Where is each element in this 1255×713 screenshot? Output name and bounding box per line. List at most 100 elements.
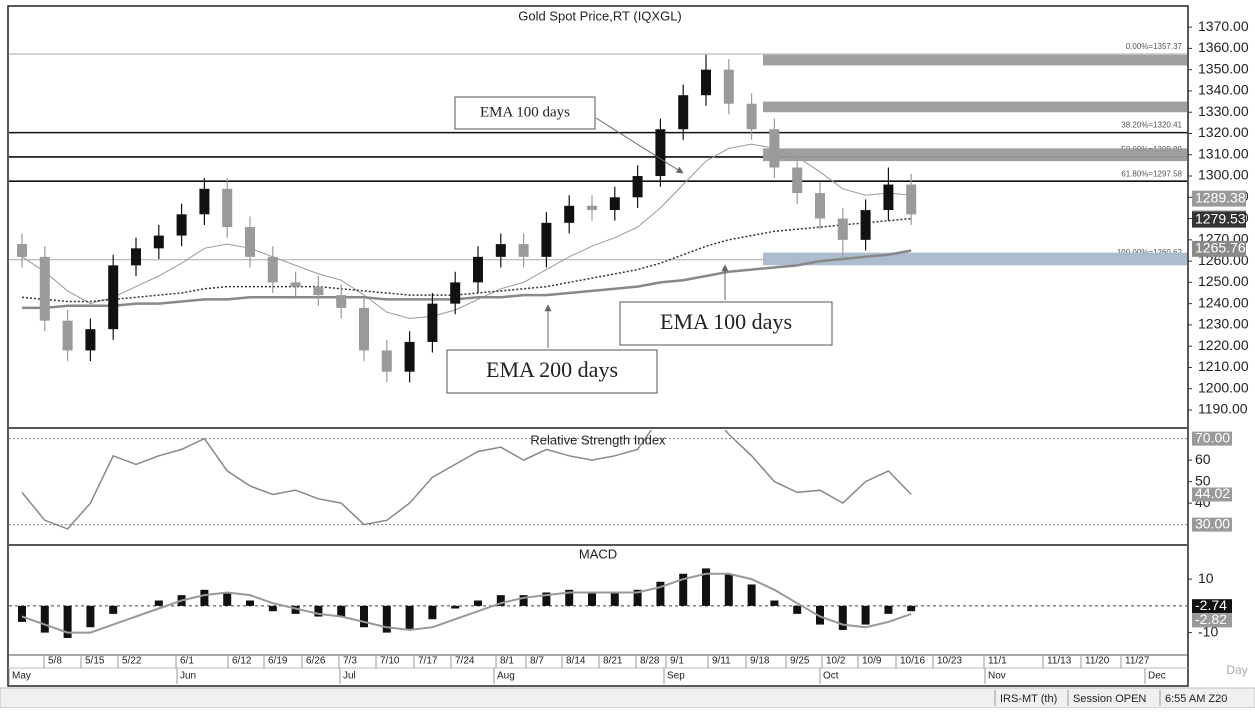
macd-bar bbox=[496, 595, 505, 606]
macd-bar bbox=[793, 605, 802, 614]
x-tick-label: 8/28 bbox=[640, 656, 660, 667]
x-tick-label: 8/14 bbox=[566, 656, 586, 667]
candle-body bbox=[267, 256, 278, 283]
rsi-line bbox=[21, 430, 912, 530]
x-tick-label: 6/19 bbox=[268, 656, 288, 667]
candle-body bbox=[723, 69, 734, 104]
annotation: EMA 200 days bbox=[486, 357, 618, 382]
candle-body bbox=[245, 227, 255, 257]
macd-bar bbox=[86, 605, 95, 628]
x-tick-label: 10/9 bbox=[862, 656, 882, 667]
candle-body bbox=[290, 282, 301, 287]
rsi-title: Relative Strength Index bbox=[530, 432, 666, 447]
x-tick-label: 7/24 bbox=[455, 656, 475, 667]
macd-bar bbox=[656, 581, 665, 606]
macd-bar bbox=[154, 600, 163, 606]
candle-body bbox=[837, 218, 848, 240]
zone bbox=[763, 252, 1187, 266]
annotation-box bbox=[619, 301, 833, 346]
macd-bar bbox=[610, 592, 619, 606]
x-tick-label: 9/1 bbox=[670, 656, 684, 667]
zone bbox=[763, 148, 1187, 162]
macd-bar bbox=[519, 595, 528, 606]
macd-bar bbox=[702, 568, 710, 606]
rsi-tag bbox=[1192, 517, 1232, 532]
candle-body bbox=[199, 188, 210, 215]
x-tick-label: 9/18 bbox=[750, 656, 770, 667]
month-label: Aug bbox=[497, 671, 515, 682]
y-tick-label: 1220.00 bbox=[1198, 337, 1249, 353]
macd-bar bbox=[40, 605, 49, 633]
y-tick-label: 1350.00 bbox=[1198, 60, 1249, 76]
candle-body bbox=[359, 307, 369, 351]
interval-label: Day bbox=[1226, 663, 1247, 677]
candle-body bbox=[62, 320, 73, 351]
fib-label: 61.80%=1297.58 bbox=[1121, 169, 1182, 178]
x-tick-label: 6/12 bbox=[232, 656, 252, 667]
rsi-tick-label: 50 bbox=[1195, 472, 1211, 488]
macd-title: MACD bbox=[579, 546, 617, 561]
macd-tag bbox=[1192, 599, 1232, 614]
candle-body bbox=[860, 210, 871, 240]
macd-bar bbox=[109, 605, 118, 614]
macd-bar bbox=[314, 605, 323, 617]
candle-body bbox=[792, 167, 803, 194]
y-tick-label: 1230.00 bbox=[1198, 316, 1249, 332]
candle-body bbox=[883, 184, 894, 211]
x-tick-label: 5/15 bbox=[85, 656, 105, 667]
month-label: Sep bbox=[667, 671, 685, 682]
candle-body bbox=[450, 282, 461, 304]
x-tick-label: 8/1 bbox=[500, 656, 514, 667]
macd-tag bbox=[1192, 613, 1232, 628]
macd-bar bbox=[747, 584, 756, 606]
price-tag bbox=[1192, 240, 1246, 257]
candle-body bbox=[815, 193, 825, 219]
x-tick-label: 11/27 bbox=[1125, 656, 1150, 667]
candle-body bbox=[17, 244, 27, 257]
candle-body bbox=[564, 205, 575, 223]
annotation-box bbox=[446, 349, 658, 394]
macd-bar bbox=[405, 605, 414, 630]
candle-body bbox=[906, 184, 917, 215]
status-bar bbox=[0, 687, 1255, 709]
macd-bar bbox=[223, 592, 232, 606]
macd-bar bbox=[565, 589, 574, 606]
month-label: Oct bbox=[823, 671, 839, 682]
candle-body bbox=[381, 350, 392, 372]
macd-bar bbox=[291, 605, 300, 614]
macd-bar bbox=[451, 605, 460, 609]
x-tick-label: 8/7 bbox=[530, 656, 544, 667]
month-label: Nov bbox=[988, 671, 1006, 682]
zone bbox=[763, 54, 1187, 66]
y-tick-label: 1250.00 bbox=[1198, 273, 1249, 289]
candle-body bbox=[473, 256, 483, 283]
macd-bar bbox=[63, 605, 72, 638]
y-tick-label: 1200.00 bbox=[1198, 379, 1249, 395]
annotation: EMA 100 days bbox=[660, 309, 792, 334]
annotation-box bbox=[454, 96, 596, 130]
candle-body bbox=[39, 256, 50, 321]
price-tag-label: 1289.38 bbox=[1195, 189, 1246, 205]
x-tick-label: 10/16 bbox=[900, 656, 925, 667]
macd-bar bbox=[588, 592, 596, 606]
x-tick-label: 5/22 bbox=[122, 656, 142, 667]
price-tag bbox=[1192, 211, 1246, 228]
x-tick-label: 7/3 bbox=[343, 656, 357, 667]
candle-body bbox=[85, 329, 96, 351]
y-tick-label: 1320.00 bbox=[1198, 124, 1249, 140]
y-tick-label: 1370.00 bbox=[1198, 18, 1249, 34]
rsi-tick-label: 30.00 bbox=[1195, 515, 1230, 531]
ema-line bbox=[21, 217, 912, 303]
x-tick-label: 10/23 bbox=[937, 656, 962, 667]
candle-body bbox=[404, 341, 415, 372]
macd-bar bbox=[337, 605, 346, 617]
status-text: 6:55 AM Z20 bbox=[1165, 693, 1227, 705]
candle-body bbox=[153, 235, 164, 249]
candle-body bbox=[632, 176, 643, 198]
candle-body bbox=[495, 244, 506, 257]
fib-label: 0.00%=1357.37 bbox=[1126, 42, 1183, 51]
macd-bar bbox=[907, 605, 916, 612]
y-tick-label: 1300.00 bbox=[1198, 167, 1249, 183]
status-text: IRS-MT (th) bbox=[1000, 693, 1057, 705]
arrow bbox=[595, 117, 684, 174]
